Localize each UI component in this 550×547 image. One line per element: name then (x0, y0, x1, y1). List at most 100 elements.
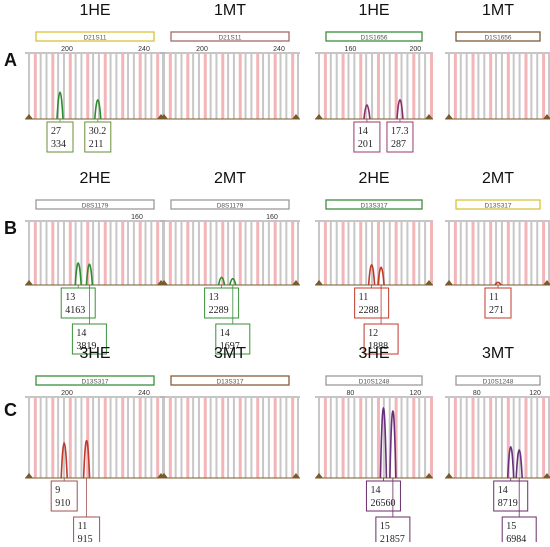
allele-bin (51, 222, 55, 285)
allele-bin (103, 54, 107, 119)
panel-title: 2HE (79, 170, 111, 187)
axis-tick-label: 120 (529, 390, 541, 397)
allele-bin (244, 398, 247, 478)
allele-bin (203, 222, 207, 285)
panel-title: 1HE (79, 2, 111, 19)
allele-call: 11 (78, 521, 88, 532)
allele-peak (377, 266, 385, 286)
marker-label: D8S1179 (217, 203, 244, 210)
allele-bin (57, 222, 60, 285)
allele-bin (424, 54, 427, 119)
allele-bin (400, 398, 403, 478)
allele-bin (132, 398, 135, 478)
allele-label-box (46, 121, 74, 153)
allele-bin (97, 222, 100, 285)
allele-bin (448, 398, 450, 478)
allele-call: 14 (498, 485, 508, 496)
allele-call: 14 (358, 126, 368, 137)
allele-bin (279, 398, 282, 478)
panel-title: 2HE (358, 170, 390, 187)
allele-label-box (386, 121, 414, 153)
allele-call: 14 (370, 485, 380, 496)
allele-bin (459, 54, 462, 119)
allele-bin (62, 222, 65, 285)
allele-bin (197, 398, 200, 478)
axis-tick-label: 80 (473, 390, 481, 397)
allele-bin (412, 222, 416, 285)
allele-bin (285, 54, 288, 119)
allele-bin (51, 398, 55, 478)
allele-bin (382, 398, 385, 478)
baseline-marker (543, 114, 550, 119)
allele-bin (382, 222, 385, 285)
allele-bin (57, 54, 60, 119)
allele-peak (389, 410, 397, 479)
allele-bin (448, 54, 450, 119)
allele-call: 13 (65, 292, 75, 303)
baseline-marker (425, 473, 433, 478)
allele-bin (74, 54, 77, 119)
allele-bin (192, 222, 195, 285)
allele-bin (477, 222, 480, 285)
allele-bin (156, 222, 160, 285)
panel-title: 3MT (482, 345, 514, 362)
allele-bin (33, 222, 37, 285)
allele-bin (86, 54, 90, 119)
allele-bin (406, 54, 409, 119)
allele-bin (138, 398, 142, 478)
allele-bin (341, 222, 345, 285)
allele-bin (371, 54, 374, 119)
peak-height: 211 (89, 139, 104, 150)
allele-peak (379, 407, 388, 479)
allele-bin (80, 222, 83, 285)
marker-box (325, 31, 423, 42)
axis-tick-label: 80 (347, 390, 355, 397)
allele-bin (471, 222, 475, 285)
allele-peak (363, 104, 371, 120)
allele-bin (39, 54, 42, 119)
allele-bin (57, 398, 60, 478)
allele-bin (232, 54, 235, 119)
allele-bin (459, 222, 462, 285)
allele-bin (376, 398, 380, 478)
baseline-marker (445, 473, 453, 478)
marker-box (170, 31, 290, 42)
peak-height: 2288 (359, 305, 379, 316)
baseline-marker (160, 473, 168, 478)
peak-height: 1888 (368, 341, 388, 352)
axis-tick-label: 160 (131, 214, 143, 221)
allele-call: 27 (51, 126, 61, 137)
allele-bin (477, 54, 480, 119)
allele-bin (215, 222, 218, 285)
allele-bin (448, 222, 450, 285)
marker-box (325, 375, 423, 386)
axis-tick-label: 200 (61, 390, 73, 397)
marker-box (455, 199, 541, 210)
allele-bin (323, 398, 327, 478)
panel-title: 1HE (358, 2, 390, 19)
allele-bin (483, 398, 486, 478)
allele-bin (291, 222, 295, 285)
marker-box (325, 199, 423, 210)
allele-bin (267, 398, 270, 478)
allele-call: 17.3 (391, 126, 409, 137)
peak-height: 21857 (380, 534, 405, 542)
allele-call: 15 (506, 521, 516, 532)
allele-bin (215, 398, 218, 478)
allele-bin (297, 398, 299, 478)
allele-bin (365, 398, 368, 478)
allele-bin (250, 398, 253, 478)
allele-bin (232, 222, 235, 285)
allele-bin (115, 222, 118, 285)
allele-bin (318, 222, 320, 285)
allele-bin (186, 54, 190, 119)
baseline-marker (25, 280, 33, 285)
allele-bin (512, 222, 515, 285)
allele-peak (229, 277, 237, 286)
electropherogram-panel: D8S1179 160 13 2289 14 1697 (160, 199, 300, 355)
axis-tick-label: 160 (266, 214, 278, 221)
allele-bin (168, 54, 172, 119)
allele-bin (359, 398, 363, 478)
allele-label-box (484, 287, 512, 319)
